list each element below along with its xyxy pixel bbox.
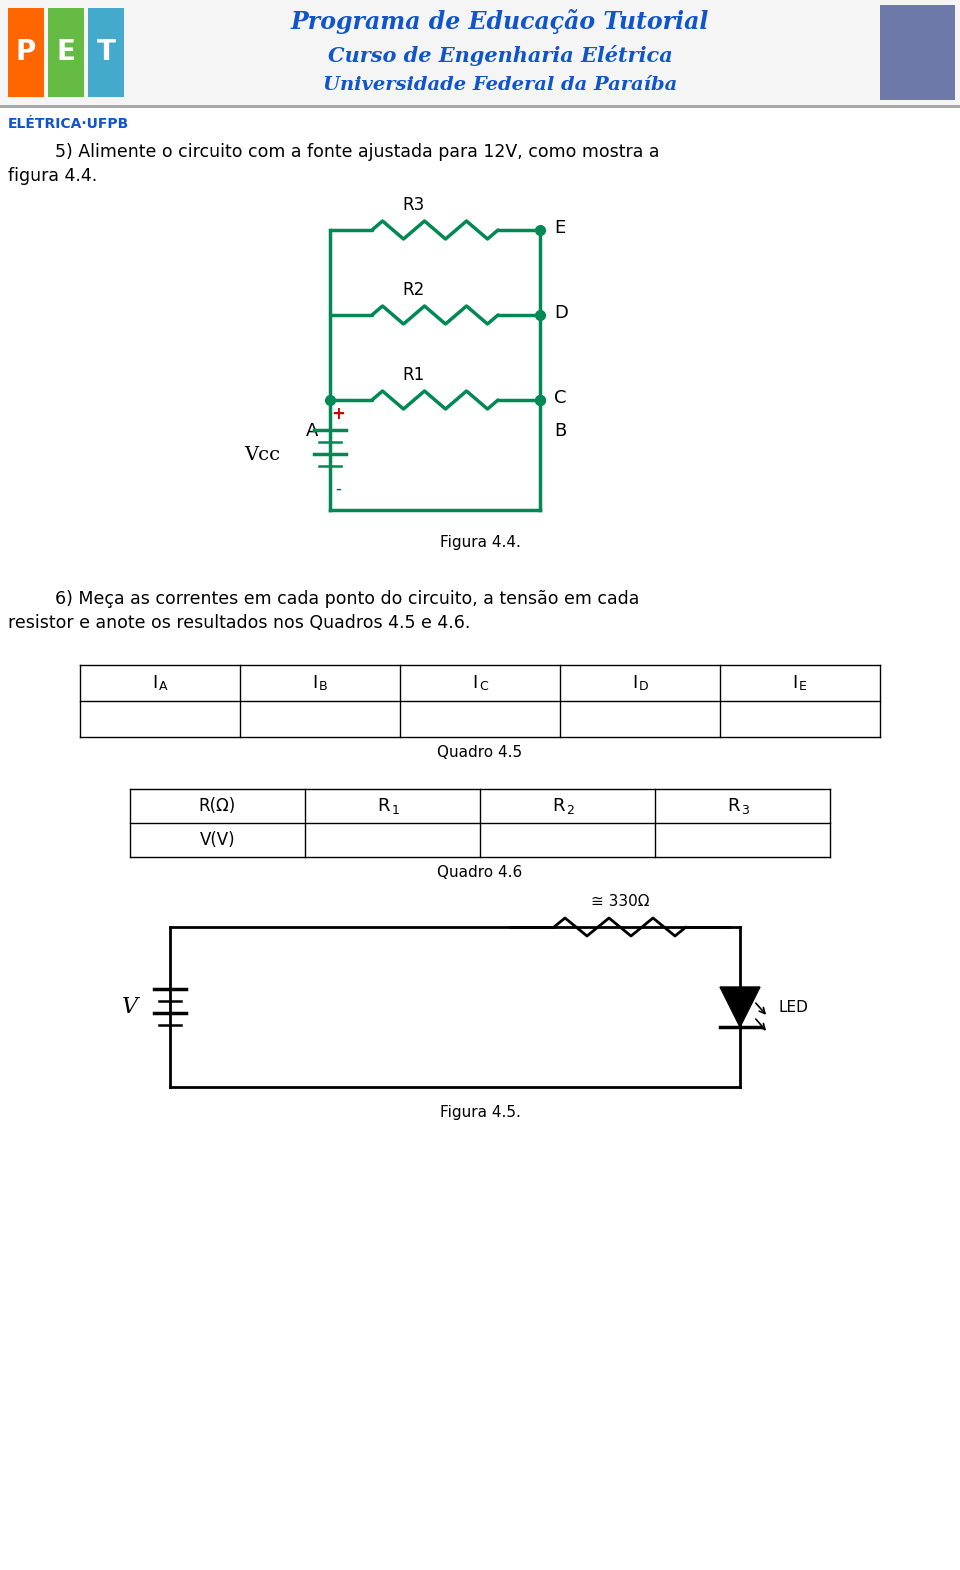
Text: LED: LED bbox=[778, 1000, 808, 1014]
Text: R(Ω): R(Ω) bbox=[199, 798, 236, 815]
Text: V: V bbox=[122, 995, 138, 1017]
Text: E: E bbox=[799, 680, 806, 694]
Text: -: - bbox=[335, 480, 341, 498]
Text: A: A bbox=[306, 422, 318, 440]
Text: E: E bbox=[554, 218, 565, 237]
Text: +: + bbox=[331, 405, 345, 422]
Text: C: C bbox=[479, 680, 488, 694]
Text: figura 4.4.: figura 4.4. bbox=[8, 166, 97, 185]
Text: T: T bbox=[97, 39, 115, 66]
Text: R2: R2 bbox=[402, 281, 424, 298]
Text: R: R bbox=[377, 798, 390, 815]
Text: I: I bbox=[471, 674, 477, 692]
Text: R1: R1 bbox=[402, 366, 424, 385]
Bar bbox=[880, 5, 955, 100]
Text: E: E bbox=[57, 39, 76, 66]
Text: Figura 4.5.: Figura 4.5. bbox=[440, 1105, 520, 1119]
Text: resistor e anote os resultados nos Quadros 4.5 e 4.6.: resistor e anote os resultados nos Quadr… bbox=[8, 614, 470, 633]
Bar bbox=[48, 8, 84, 97]
Text: 3: 3 bbox=[741, 804, 750, 816]
Text: 1: 1 bbox=[392, 804, 399, 816]
Bar bbox=[0, 105, 960, 108]
Text: Universidade Federal da Paraíba: Universidade Federal da Paraíba bbox=[323, 75, 677, 94]
Bar bbox=[88, 8, 124, 97]
Text: Curso de Engenharia Elétrica: Curso de Engenharia Elétrica bbox=[327, 44, 672, 66]
Text: Figura 4.4.: Figura 4.4. bbox=[440, 535, 520, 549]
Bar bbox=[8, 8, 44, 97]
Polygon shape bbox=[720, 988, 760, 1027]
Text: R: R bbox=[727, 798, 739, 815]
Text: R3: R3 bbox=[402, 196, 424, 214]
Text: B: B bbox=[319, 680, 327, 694]
Text: Programa de Educação Tutorial: Programa de Educação Tutorial bbox=[291, 9, 709, 35]
Text: A: A bbox=[159, 680, 167, 694]
Text: R: R bbox=[552, 798, 564, 815]
Text: I: I bbox=[152, 674, 157, 692]
Text: V(V): V(V) bbox=[200, 831, 235, 849]
Text: I: I bbox=[312, 674, 317, 692]
Text: 2: 2 bbox=[566, 804, 574, 816]
Text: B: B bbox=[554, 422, 566, 440]
Text: D: D bbox=[639, 680, 649, 694]
Text: I: I bbox=[632, 674, 637, 692]
Text: Quadro 4.6: Quadro 4.6 bbox=[438, 865, 522, 881]
Text: P: P bbox=[16, 39, 36, 66]
Text: 5) Alimente o circuito com a fonte ajustada para 12V, como mostra a: 5) Alimente o circuito com a fonte ajust… bbox=[55, 143, 660, 162]
Bar bbox=[0, 0, 960, 105]
Text: ELÉTRICA·UFPB: ELÉTRICA·UFPB bbox=[8, 118, 130, 130]
Text: 6) Meça as correntes em cada ponto do circuito, a tensão em cada: 6) Meça as correntes em cada ponto do ci… bbox=[55, 590, 639, 608]
Text: ≅ 330Ω: ≅ 330Ω bbox=[590, 893, 649, 909]
Text: D: D bbox=[554, 305, 568, 322]
Text: C: C bbox=[554, 389, 566, 407]
Text: I: I bbox=[792, 674, 797, 692]
Text: Vcc: Vcc bbox=[244, 446, 280, 465]
Text: Quadro 4.5: Quadro 4.5 bbox=[438, 746, 522, 760]
